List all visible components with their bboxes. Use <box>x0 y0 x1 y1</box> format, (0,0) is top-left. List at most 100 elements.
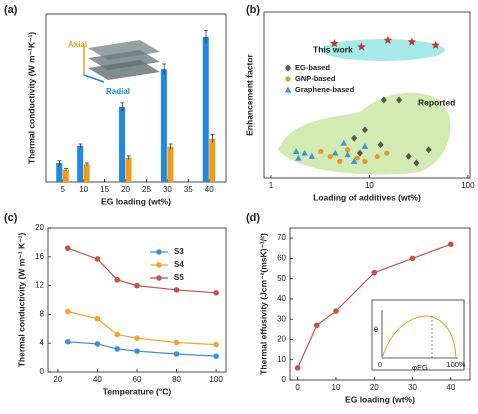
x-axis-title: Loading of additives (wt%) <box>313 192 421 202</box>
reported-region <box>278 92 451 175</box>
bar <box>202 36 209 183</box>
marker <box>64 338 71 345</box>
marker <box>357 42 366 51</box>
legend-label: Axial <box>68 40 87 49</box>
legend-marker <box>284 86 292 93</box>
marker <box>314 322 320 329</box>
y-tick-label: 0 <box>282 375 287 384</box>
y-tick-label: 16 <box>35 252 44 261</box>
y-tick-label: 8 <box>40 310 45 319</box>
inset <box>371 299 465 371</box>
plot-frame <box>45 13 227 183</box>
legend-label: Graphene-based <box>295 85 355 94</box>
marker <box>173 287 180 293</box>
marker <box>213 290 219 296</box>
marker <box>396 96 403 104</box>
y-tick-label: 20 <box>277 335 286 344</box>
sheet-illustration <box>83 40 160 83</box>
marker <box>333 308 339 314</box>
marker <box>294 365 301 371</box>
marker <box>405 152 412 160</box>
bar <box>167 146 174 182</box>
marker <box>114 346 121 352</box>
panel-label: (d) <box>246 212 260 224</box>
marker <box>425 146 432 154</box>
marker <box>213 353 219 359</box>
panel-label: (a) <box>4 4 18 16</box>
x-tick-label: 40 <box>93 375 102 384</box>
x-tick-label: 10 <box>365 181 374 190</box>
legend-label: S4 <box>174 260 184 269</box>
x-tick-label: 10 <box>332 383 341 392</box>
legend-label: Radial <box>106 87 130 96</box>
y-tick-label: 20 <box>35 223 44 232</box>
marker <box>134 335 140 341</box>
x-tick-label: 25 <box>142 185 151 194</box>
legend-marker <box>156 275 162 281</box>
marker <box>409 255 416 262</box>
bar <box>160 69 167 182</box>
x-tick-label: 40 <box>205 185 214 194</box>
x-tick-label: 20 <box>53 375 62 384</box>
marker <box>448 241 454 248</box>
marker <box>134 282 140 289</box>
x-tick-label: 60 <box>133 375 142 384</box>
x-axis-title: EG loading (wt%) <box>345 394 415 404</box>
marker <box>94 256 101 262</box>
x-tick-label: 0 <box>295 383 300 392</box>
marker <box>327 153 333 160</box>
x-axis-title: EG loading (wt%) <box>101 196 171 206</box>
marker <box>384 150 390 156</box>
x-tick-label: 100 <box>209 375 223 384</box>
marker <box>301 149 308 156</box>
x-tick-label: 20 <box>370 383 379 392</box>
series-line <box>67 310 217 346</box>
marker <box>134 348 140 354</box>
marker <box>380 96 387 104</box>
series-line <box>67 247 217 294</box>
y-tick-label: 60 <box>277 254 286 263</box>
marker <box>173 339 180 346</box>
marker <box>64 245 71 251</box>
x-axis-title: Temperature (°C) <box>103 386 172 396</box>
inset-label: 0 <box>378 360 382 369</box>
marker <box>413 159 420 167</box>
marker <box>374 153 380 160</box>
legend-marker <box>156 249 162 255</box>
marker <box>318 148 324 155</box>
bar <box>62 169 69 182</box>
legend-label: S3 <box>174 247 184 256</box>
marker <box>354 155 360 161</box>
marker <box>94 315 101 322</box>
x-tick-label: 35 <box>184 185 193 194</box>
y-axis-title: Thermal conductivity (W m⁻¹ K⁻¹) <box>16 233 26 368</box>
panel-label: (c) <box>4 212 18 224</box>
x-tick-label: 40 <box>446 383 455 392</box>
marker <box>332 149 339 156</box>
bar <box>209 138 216 182</box>
marker <box>292 147 300 154</box>
y-tick-label: 10 <box>277 355 286 364</box>
marker <box>213 341 219 348</box>
legend-label: EG-based <box>295 63 330 72</box>
plot-frame <box>289 227 471 381</box>
bar <box>83 164 90 182</box>
panel-label: (b) <box>246 4 260 16</box>
marker <box>64 308 71 315</box>
marker <box>377 141 384 149</box>
x-tick-label: 1 <box>269 181 274 190</box>
y-axis-title: Enhancement factor <box>244 53 254 135</box>
y-tick-label: 12 <box>35 281 44 290</box>
bar <box>77 145 84 182</box>
marker <box>361 126 368 134</box>
marker <box>114 331 121 338</box>
marker <box>114 277 121 283</box>
marker <box>94 341 101 347</box>
marker <box>308 152 316 159</box>
marker <box>362 158 368 164</box>
x-tick-label: 30 <box>408 383 417 392</box>
marker <box>344 151 351 158</box>
y-tick-label: 0 <box>40 367 45 376</box>
marker <box>431 40 440 49</box>
